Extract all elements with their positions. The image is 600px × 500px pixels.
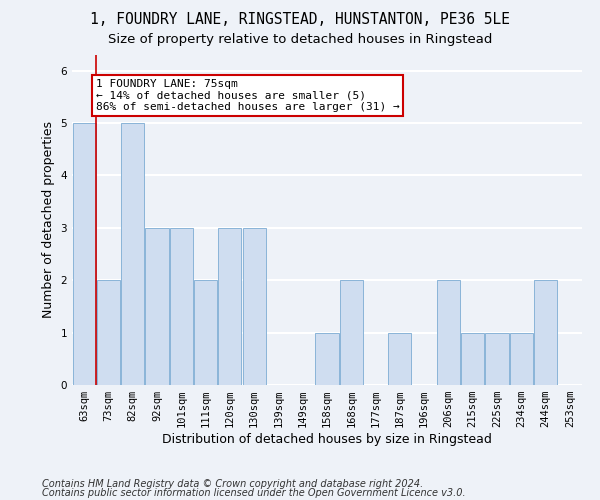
Y-axis label: Number of detached properties: Number of detached properties bbox=[42, 122, 55, 318]
Bar bbox=[485, 332, 509, 385]
Bar bbox=[121, 123, 144, 385]
Text: 1, FOUNDRY LANE, RINGSTEAD, HUNSTANTON, PE36 5LE: 1, FOUNDRY LANE, RINGSTEAD, HUNSTANTON, … bbox=[90, 12, 510, 28]
Bar bbox=[145, 228, 169, 385]
Bar bbox=[316, 332, 338, 385]
Bar bbox=[534, 280, 557, 385]
Bar bbox=[170, 228, 193, 385]
Text: Size of property relative to detached houses in Ringstead: Size of property relative to detached ho… bbox=[108, 32, 492, 46]
Bar bbox=[437, 280, 460, 385]
X-axis label: Distribution of detached houses by size in Ringstead: Distribution of detached houses by size … bbox=[162, 433, 492, 446]
Bar bbox=[461, 332, 484, 385]
Text: Contains HM Land Registry data © Crown copyright and database right 2024.: Contains HM Land Registry data © Crown c… bbox=[42, 479, 423, 489]
Bar bbox=[340, 280, 363, 385]
Bar bbox=[242, 228, 266, 385]
Text: 1 FOUNDRY LANE: 75sqm
← 14% of detached houses are smaller (5)
86% of semi-detac: 1 FOUNDRY LANE: 75sqm ← 14% of detached … bbox=[95, 78, 400, 112]
Bar bbox=[73, 123, 95, 385]
Bar bbox=[194, 280, 217, 385]
Bar bbox=[388, 332, 412, 385]
Bar bbox=[97, 280, 120, 385]
Text: Contains public sector information licensed under the Open Government Licence v3: Contains public sector information licen… bbox=[42, 488, 466, 498]
Bar bbox=[510, 332, 533, 385]
Bar bbox=[218, 228, 241, 385]
